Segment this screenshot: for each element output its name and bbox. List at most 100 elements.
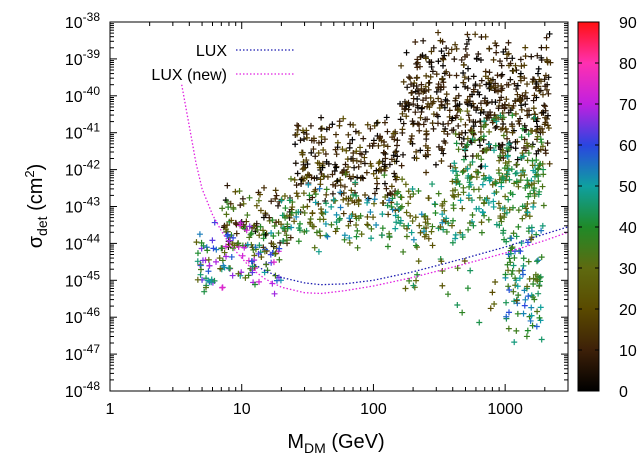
scatter-point [318,125,325,132]
scatter-point [498,62,505,69]
scatter-point [295,209,302,216]
scatter-point [533,118,540,125]
scatter-point [435,58,442,65]
scatter-point [239,195,246,202]
scatter-point [385,211,392,218]
scatter-point [437,37,444,44]
scatter-point [516,267,523,274]
scatter-point [323,186,330,193]
scatter-point [452,164,459,171]
scatter-point [537,160,544,167]
scatter-point [487,305,494,312]
scatter-point [343,147,350,154]
scatter-point [230,234,237,241]
scatter-point [375,160,382,167]
scatter-point [430,44,437,51]
scatter-point [410,82,417,89]
scatter-point [407,193,414,200]
scatter-point [423,72,430,79]
scatter-point [202,284,209,291]
scatter-point [511,80,518,87]
scatter-point [521,302,528,309]
colorbar-tick-label: 0 [619,384,628,401]
scatter-point [537,146,544,153]
scatter-point [324,173,331,180]
scatter-point [463,40,470,47]
scatter-point [493,221,500,228]
scatter-point [379,211,386,218]
scatter-point [311,175,318,182]
scatter-point [415,258,422,265]
scatter-point [443,91,450,98]
scatter-point [430,125,437,132]
scatter-point [304,161,311,168]
scatter-point [384,128,391,135]
scatter-point [513,86,520,93]
scatter-point [449,178,456,185]
scatter-point [457,197,464,204]
scatter-point [456,134,463,141]
scatter-point [508,271,515,278]
scatter-point [461,146,468,153]
scatter-point [399,110,406,117]
scatter-point [480,109,487,116]
scatter-point [412,109,419,116]
scatter-point [353,148,360,155]
scatter-point [197,271,204,278]
scatter-point [458,140,465,147]
scatter-point [410,190,417,197]
scatter-point [294,193,301,200]
scatter-point [502,126,509,133]
scatter-point [528,312,535,319]
scatter-point [278,197,285,204]
scatter-point [460,62,467,69]
scatter-point [440,150,447,157]
y-tick-label: 10-38 [65,10,100,32]
scatter-point [311,188,318,195]
scatter-point [493,114,500,121]
scatter-point [449,127,456,134]
scatter-point [502,271,509,278]
scatter-point [485,216,492,223]
scatter-point [538,336,545,343]
scatter-point [503,299,510,306]
scatter-point [360,135,367,142]
scatter-point [414,271,421,278]
scatter-point [490,56,497,63]
scatter-point [427,73,434,80]
scatter-point [498,72,505,79]
scatter-point [330,196,337,203]
scatter-point [518,172,525,179]
scatter-point [541,121,548,128]
scatter-point [433,71,440,78]
legend-label: LUX (new) [151,67,227,84]
scatter-point [371,196,378,203]
scatter-point [423,95,430,102]
scatter-point [373,167,380,174]
scatter-point [413,155,420,162]
scatter-point [329,181,336,188]
scatter-point [292,141,299,148]
scatter-point [502,193,509,200]
scatter-point [460,79,467,86]
scatter-point [297,137,304,144]
scatter-point [347,218,354,225]
scatter-point [457,107,464,114]
scatter-point [499,205,506,212]
scatter-point [198,239,205,246]
scatter-point [235,270,242,277]
scatter-point [501,105,508,112]
scatter-point [447,163,454,170]
scatter-point [260,235,267,242]
scatter-point [408,135,415,142]
scatter-point [438,158,445,165]
scatter-point [525,150,532,157]
scatter-point [539,222,546,229]
scatter-point [370,170,377,177]
scatter-point [250,246,257,253]
scatter-point [301,209,308,216]
scatter-point [439,200,446,207]
scatter-point [544,140,551,147]
scatter-point [543,34,550,41]
scatter-point [407,75,414,82]
